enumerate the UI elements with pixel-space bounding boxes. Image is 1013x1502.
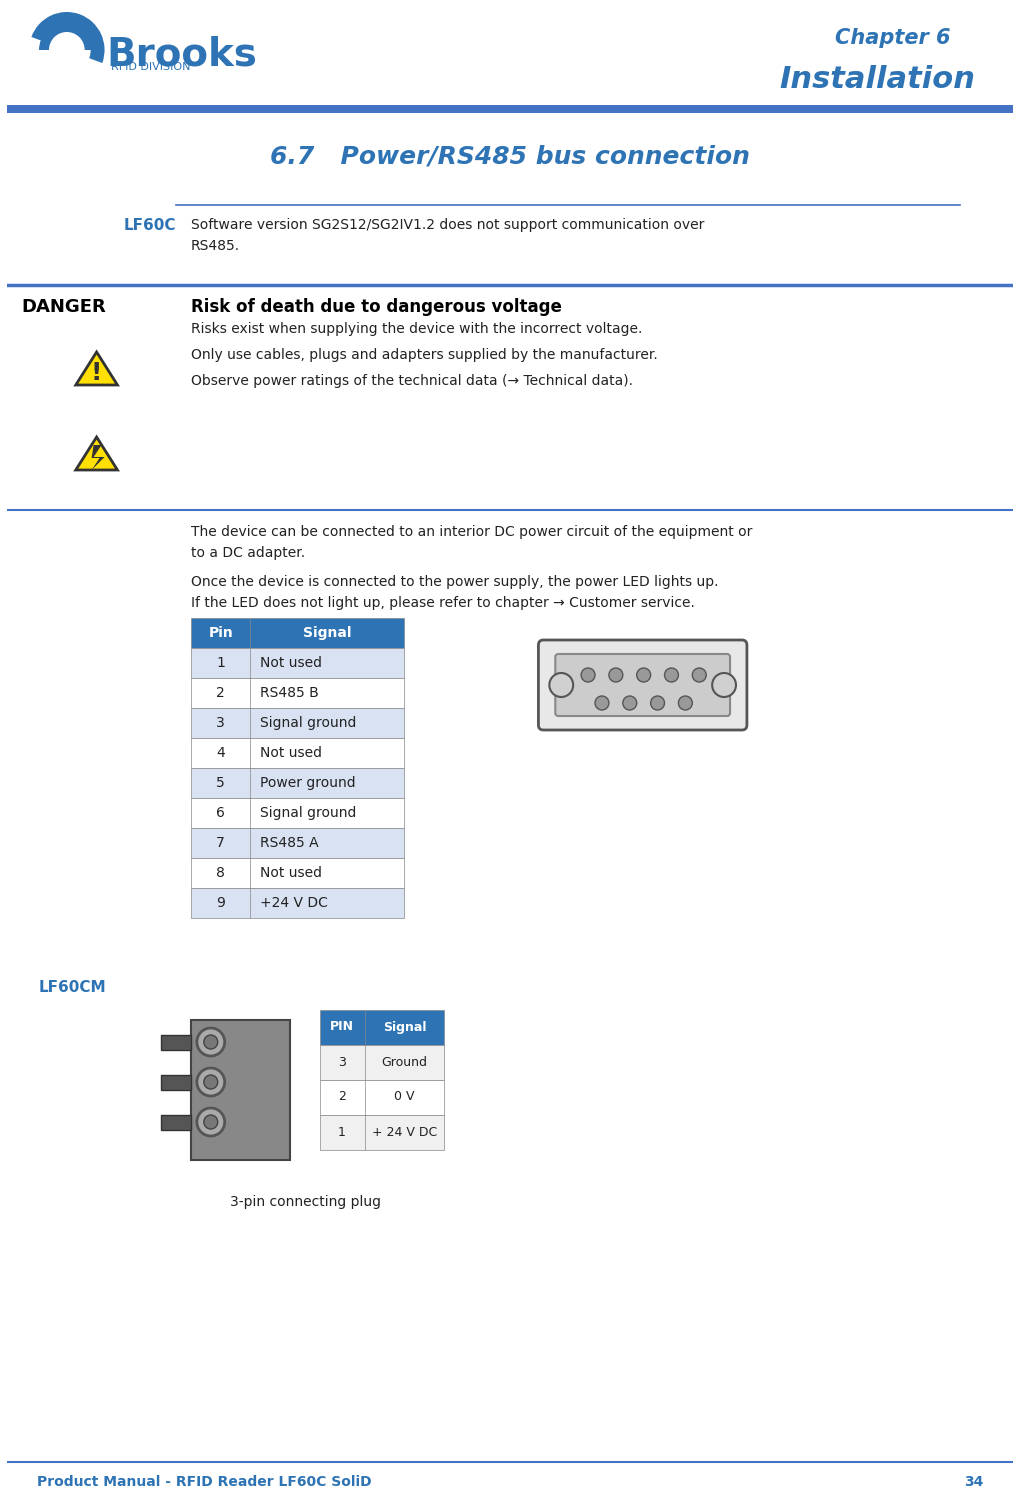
FancyBboxPatch shape — [190, 647, 404, 677]
FancyBboxPatch shape — [190, 707, 404, 737]
Polygon shape — [91, 445, 104, 470]
Text: 0 V: 0 V — [394, 1090, 414, 1104]
Circle shape — [204, 1075, 218, 1089]
FancyBboxPatch shape — [190, 737, 404, 768]
Circle shape — [637, 668, 650, 682]
FancyBboxPatch shape — [190, 828, 404, 858]
Text: Chapter 6: Chapter 6 — [835, 29, 950, 48]
Circle shape — [609, 668, 623, 682]
Text: Signal ground: Signal ground — [260, 716, 357, 730]
FancyBboxPatch shape — [190, 768, 404, 798]
FancyBboxPatch shape — [320, 1114, 444, 1151]
Circle shape — [650, 695, 665, 710]
FancyBboxPatch shape — [190, 677, 404, 707]
FancyBboxPatch shape — [7, 105, 1013, 113]
Text: +24 V DC: +24 V DC — [260, 897, 328, 910]
Wedge shape — [40, 23, 94, 50]
Text: Not used: Not used — [260, 746, 322, 760]
Text: LF60C: LF60C — [124, 218, 176, 233]
Text: Product Manual - RFID Reader LF60C SoliD: Product Manual - RFID Reader LF60C SoliD — [37, 1475, 372, 1488]
Text: Signal: Signal — [303, 626, 352, 640]
Text: 34: 34 — [963, 1475, 984, 1488]
FancyBboxPatch shape — [190, 858, 404, 888]
Circle shape — [679, 695, 692, 710]
Text: Brooks: Brooks — [106, 35, 257, 74]
Text: Ground: Ground — [381, 1056, 427, 1068]
Circle shape — [204, 1114, 218, 1130]
Text: The device can be connected to an interior DC power circuit of the equipment or
: The device can be connected to an interi… — [190, 526, 753, 560]
Text: DANGER: DANGER — [22, 297, 106, 315]
Circle shape — [204, 1035, 218, 1048]
Circle shape — [549, 673, 573, 697]
Text: Risks exist when supplying the device with the incorrect voltage.: Risks exist when supplying the device wi… — [190, 321, 642, 336]
Text: Not used: Not used — [260, 656, 322, 670]
Text: Once the device is connected to the power supply, the power LED lights up.
If th: Once the device is connected to the powe… — [190, 575, 718, 610]
Text: 2: 2 — [217, 686, 225, 700]
Text: RS485 A: RS485 A — [260, 837, 319, 850]
Text: RS485 B: RS485 B — [260, 686, 319, 700]
Text: 1: 1 — [216, 656, 225, 670]
Text: 7: 7 — [217, 837, 225, 850]
FancyBboxPatch shape — [161, 1114, 190, 1130]
Text: + 24 V DC: + 24 V DC — [372, 1125, 437, 1139]
Circle shape — [581, 668, 595, 682]
Text: 9: 9 — [216, 897, 225, 910]
FancyBboxPatch shape — [320, 1080, 444, 1114]
Text: 6.7   Power/RS485 bus connection: 6.7 Power/RS485 bus connection — [269, 146, 750, 170]
FancyBboxPatch shape — [539, 640, 747, 730]
FancyBboxPatch shape — [190, 888, 404, 918]
Text: !: ! — [91, 360, 102, 385]
FancyBboxPatch shape — [190, 798, 404, 828]
Text: 2: 2 — [338, 1090, 345, 1104]
Text: 1: 1 — [338, 1125, 345, 1139]
Circle shape — [197, 1027, 225, 1056]
Circle shape — [595, 695, 609, 710]
Circle shape — [623, 695, 637, 710]
Wedge shape — [31, 12, 104, 63]
Text: Signal ground: Signal ground — [260, 807, 357, 820]
Circle shape — [692, 668, 706, 682]
Text: Software version SG2S12/SG2IV1.2 does not support communication over
RS485.: Software version SG2S12/SG2IV1.2 does no… — [190, 218, 704, 252]
Circle shape — [665, 668, 679, 682]
Text: Signal: Signal — [383, 1020, 426, 1033]
Text: Installation: Installation — [779, 65, 976, 95]
FancyBboxPatch shape — [555, 653, 730, 716]
Text: Power ground: Power ground — [260, 777, 356, 790]
Text: 8: 8 — [216, 867, 225, 880]
FancyBboxPatch shape — [320, 1009, 444, 1045]
FancyBboxPatch shape — [190, 617, 404, 647]
Text: 4: 4 — [217, 746, 225, 760]
Text: 5: 5 — [217, 777, 225, 790]
Text: 3: 3 — [338, 1056, 345, 1068]
FancyBboxPatch shape — [320, 1045, 444, 1080]
Text: Not used: Not used — [260, 867, 322, 880]
Text: Pin: Pin — [209, 626, 233, 640]
Text: Observe power ratings of the technical data (→ Technical data).: Observe power ratings of the technical d… — [190, 374, 633, 388]
Text: 3: 3 — [217, 716, 225, 730]
Text: RFID DIVISION: RFID DIVISION — [110, 62, 190, 72]
Polygon shape — [76, 437, 118, 470]
Text: Only use cables, plugs and adapters supplied by the manufacturer.: Only use cables, plugs and adapters supp… — [190, 348, 657, 362]
Text: PIN: PIN — [330, 1020, 354, 1033]
FancyBboxPatch shape — [190, 1020, 290, 1160]
FancyBboxPatch shape — [161, 1075, 190, 1090]
Circle shape — [712, 673, 736, 697]
FancyBboxPatch shape — [161, 1035, 190, 1050]
Text: LF60CM: LF60CM — [38, 979, 106, 994]
Circle shape — [197, 1068, 225, 1096]
Text: 3-pin connecting plug: 3-pin connecting plug — [230, 1196, 381, 1209]
Text: 6: 6 — [216, 807, 225, 820]
Circle shape — [197, 1108, 225, 1136]
Text: Risk of death due to dangerous voltage: Risk of death due to dangerous voltage — [190, 297, 562, 315]
Polygon shape — [76, 351, 118, 385]
